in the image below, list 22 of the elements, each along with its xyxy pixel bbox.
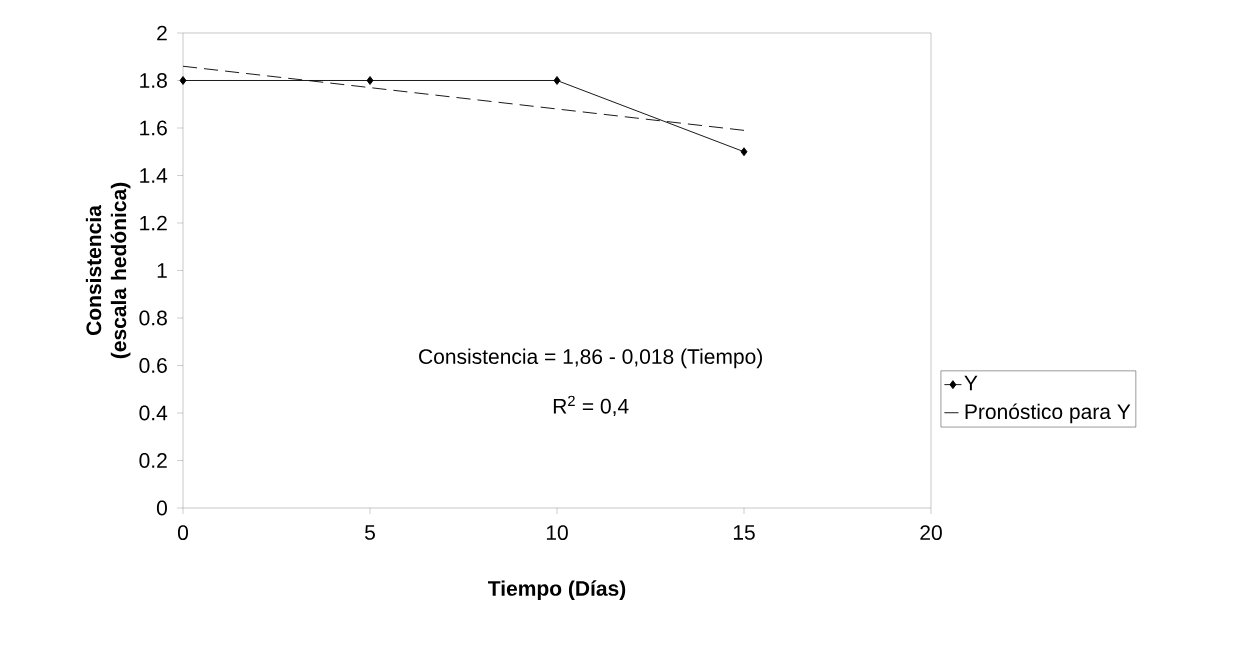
x-tick-label: 0 xyxy=(177,525,189,541)
legend-label: Pronóstico para Y xyxy=(965,403,1131,424)
y-tick-label: 0.4 xyxy=(139,405,168,421)
y-tick-label: 1.4 xyxy=(140,168,168,183)
x-axis-title: Tiempo (Días) xyxy=(488,580,626,601)
y-tick-label: 0 xyxy=(156,500,167,516)
x-tick-label: 5 xyxy=(365,525,375,540)
y-tick-label: 1.8 xyxy=(140,73,167,88)
y-tick-label: 2 xyxy=(157,25,167,41)
annotation: R$^{2}$ = 0,4 xyxy=(553,395,629,417)
y-tick-label: 1 xyxy=(157,263,167,278)
y-tick-label: 0.2 xyxy=(139,453,167,468)
y-axis-title: Consistencia (escala hedónica) xyxy=(85,182,131,359)
y-tick-label: 1.6 xyxy=(140,120,167,136)
annotation: Consistencia = 1,86 - 0,018 (Tiempo) xyxy=(419,348,762,369)
y-tick-label: 0.6 xyxy=(139,358,167,373)
y-tick-label: 1.2 xyxy=(140,215,167,231)
x-tick-label: 10 xyxy=(546,525,568,541)
legend-label: Y xyxy=(964,375,978,391)
y-tick-label: 0.8 xyxy=(139,310,167,326)
x-tick-label: 20 xyxy=(920,525,942,541)
x-tick-label: 15 xyxy=(733,525,755,540)
